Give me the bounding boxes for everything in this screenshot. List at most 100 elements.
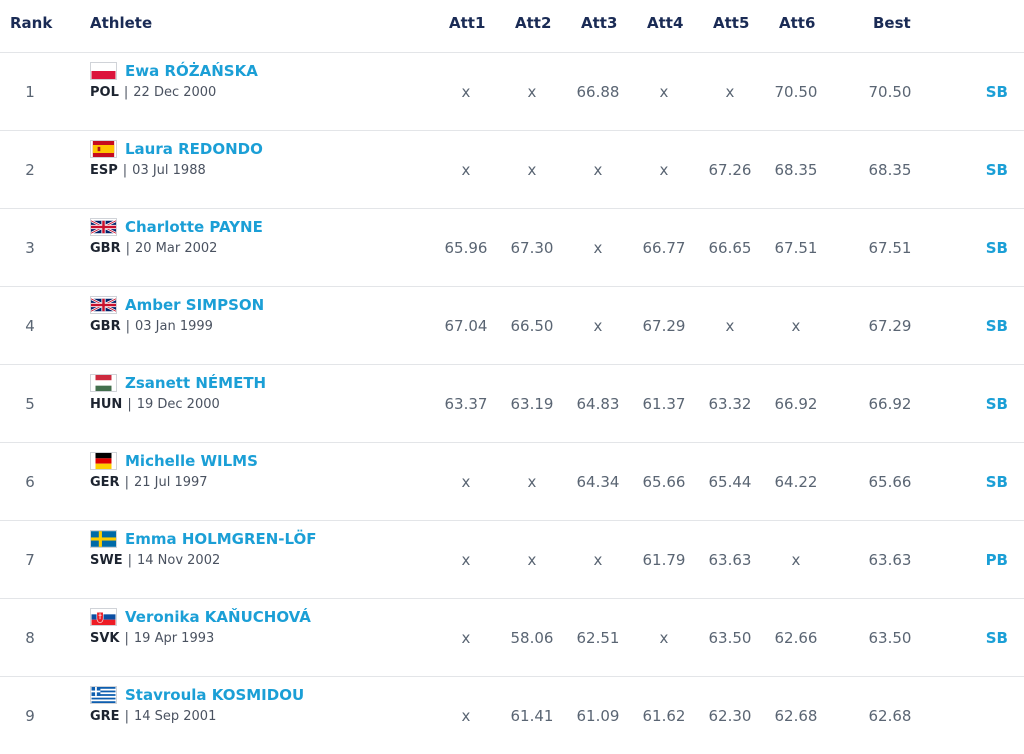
athlete-cell: Emma HOLMGREN-LÖF SWE | 14 Nov 2002 — [90, 530, 317, 568]
country-code: SVK — [90, 631, 120, 646]
attempt-3-cell: x — [593, 238, 603, 257]
athlete-name-link[interactable]: Michelle WILMS — [125, 452, 258, 470]
attempt-6-cell: x — [791, 550, 801, 569]
rank-cell: 1 — [25, 82, 35, 101]
rank-cell: 8 — [25, 628, 35, 647]
header-att5[interactable]: Att5 — [713, 14, 750, 32]
attempt-6-cell: x — [791, 316, 801, 335]
best-cell: 62.68 — [868, 706, 912, 725]
date-of-birth: 14 Nov 2002 — [136, 553, 221, 568]
table-row: 3 Charlotte PAYNE GBR | 20 Mar 2002 65.96 6… — [0, 209, 1024, 287]
table-row: 6 Michelle WILMS GER | 21 Jul 1997 x x 64.34… — [0, 443, 1024, 521]
country-code: HUN — [90, 397, 123, 412]
header-athlete[interactable]: Athlete — [90, 14, 153, 32]
attempt-1-cell: 65.96 — [444, 238, 488, 257]
attempt-5-cell: x — [725, 316, 735, 335]
flag-poland-icon — [90, 62, 117, 80]
country-code: SWE — [90, 553, 123, 568]
country-code: GRE — [90, 709, 120, 724]
date-of-birth: 03 Jul 1988 — [132, 163, 206, 178]
attempt-2-cell: 66.50 — [510, 316, 554, 335]
athlete-name-link[interactable]: Emma HOLMGREN-LÖF — [125, 530, 317, 548]
best-cell: 66.92 — [868, 394, 912, 413]
table-row: 5 Zsanett NÉMETH HUN | 19 Dec 2000 63.37 63… — [0, 365, 1024, 443]
header-rank[interactable]: Rank — [10, 14, 53, 32]
table-body: 1 Ewa RÓŻAŃSKA POL | 22 Dec 2000 x x 66.88 x x… — [0, 53, 1024, 754]
athlete-name-link[interactable]: Charlotte PAYNE — [125, 218, 263, 236]
athlete-cell: Laura REDONDO ESP | 03 Jul 1988 — [90, 140, 263, 178]
athlete-name-link[interactable]: Amber SIMPSON — [125, 296, 265, 314]
flag-uk-icon — [90, 218, 117, 236]
attempt-2-cell: 67.30 — [510, 238, 554, 257]
athlete-cell: Zsanett NÉMETH HUN | 19 Dec 2000 — [90, 374, 267, 412]
attempt-4-cell: x — [659, 628, 669, 647]
attempt-5-cell: 63.63 — [708, 550, 752, 569]
flag-slovakia-icon — [90, 608, 117, 626]
mark-badge — [968, 677, 1008, 754]
attempt-3-cell: 64.83 — [576, 394, 620, 413]
header-att4[interactable]: Att4 — [647, 14, 684, 32]
athlete-name-link[interactable]: Zsanett NÉMETH — [125, 374, 267, 392]
country-code: GBR — [90, 241, 121, 256]
attempt-6-cell: 68.35 — [774, 160, 818, 179]
athlete-name-link[interactable]: Stavroula KOSMIDOU — [125, 686, 305, 704]
best-cell: 70.50 — [868, 82, 912, 101]
attempt-4-cell: 61.79 — [642, 550, 686, 569]
athlete-cell: Amber SIMPSON GBR | 03 Jan 1999 — [90, 296, 265, 334]
attempt-5-cell: 67.26 — [708, 160, 752, 179]
athlete-cell: Michelle WILMS GER | 21 Jul 1997 — [90, 452, 258, 490]
mark-badge: SB — [985, 82, 1008, 101]
table-row: 2 Laura REDONDO ESP | 03 Jul 1988 x x x x 67.2… — [0, 131, 1024, 209]
flag-hungary-icon — [90, 374, 117, 392]
athlete-name-link[interactable]: Veronika KAŇUCHOVÁ — [125, 608, 311, 626]
attempt-6-cell: 66.92 — [774, 394, 818, 413]
athlete-name-link[interactable]: Ewa RÓŻAŃSKA — [125, 62, 258, 80]
attempt-6-cell: 70.50 — [774, 82, 818, 101]
attempt-3-cell: x — [593, 316, 603, 335]
country-code: ESP — [90, 163, 118, 178]
attempt-4-cell: 67.29 — [642, 316, 686, 335]
attempt-5-cell: 63.50 — [708, 628, 752, 647]
flag-germany-icon — [90, 452, 117, 470]
attempt-2-cell: 63.19 — [510, 394, 554, 413]
attempt-1-cell: x — [461, 160, 471, 179]
header-att6[interactable]: Att6 — [779, 14, 816, 32]
attempt-1-cell: x — [461, 550, 471, 569]
best-cell: 68.35 — [868, 160, 912, 179]
attempt-1-cell: x — [461, 706, 471, 725]
attempt-4-cell: 61.37 — [642, 394, 686, 413]
attempt-1-cell: 67.04 — [444, 316, 488, 335]
date-of-birth: 14 Sep 2001 — [133, 709, 217, 724]
date-of-birth: 19 Apr 1993 — [133, 631, 215, 646]
table-header: Rank Athlete Att1 Att2 Att3 Att4 Att5 At… — [0, 0, 1024, 53]
date-of-birth: 19 Dec 2000 — [136, 397, 220, 412]
table-row: 7 Emma HOLMGREN-LÖF SWE | 14 Nov 2002 x x x 6… — [0, 521, 1024, 599]
attempt-5-cell: 62.30 — [708, 706, 752, 725]
table-row: 8 Veronika KAŇUCHOVÁ SVK | 19 Apr 1993 x 58… — [0, 599, 1024, 677]
mark-badge: PB — [985, 550, 1008, 569]
table-row: 1 Ewa RÓŻAŃSKA POL | 22 Dec 2000 x x 66.88 x x… — [0, 53, 1024, 131]
header-best[interactable]: Best — [873, 14, 911, 32]
flag-spain-icon — [90, 140, 117, 158]
date-of-birth: 21 Jul 1997 — [133, 475, 208, 490]
rank-cell: 9 — [25, 706, 35, 725]
best-cell: 63.63 — [868, 550, 912, 569]
header-att3[interactable]: Att3 — [581, 14, 618, 32]
table-row: 9 Stavroula KOSMIDOU GRE | 14 Sep 2001 x 61… — [0, 677, 1024, 754]
athlete-cell: Veronika KAŇUCHOVÁ SVK | 19 Apr 1993 — [90, 608, 311, 646]
attempt-2-cell: x — [527, 550, 537, 569]
country-code: POL — [90, 85, 119, 100]
mark-badge: SB — [985, 160, 1008, 179]
table-row: 4 Amber SIMPSON GBR | 03 Jan 1999 67.04 66.… — [0, 287, 1024, 365]
athlete-name-link[interactable]: Laura REDONDO — [125, 140, 263, 158]
header-att2[interactable]: Att2 — [515, 14, 552, 32]
athlete-cell: Charlotte PAYNE GBR | 20 Mar 2002 — [90, 218, 263, 256]
attempt-5-cell: 63.32 — [708, 394, 752, 413]
attempt-6-cell: 62.66 — [774, 628, 818, 647]
header-att1[interactable]: Att1 — [449, 14, 486, 32]
attempt-2-cell: x — [527, 82, 537, 101]
flag-uk-icon — [90, 296, 117, 314]
athlete-cell: Stavroula KOSMIDOU GRE | 14 Sep 2001 — [90, 686, 305, 724]
date-of-birth: 20 Mar 2002 — [134, 241, 218, 256]
